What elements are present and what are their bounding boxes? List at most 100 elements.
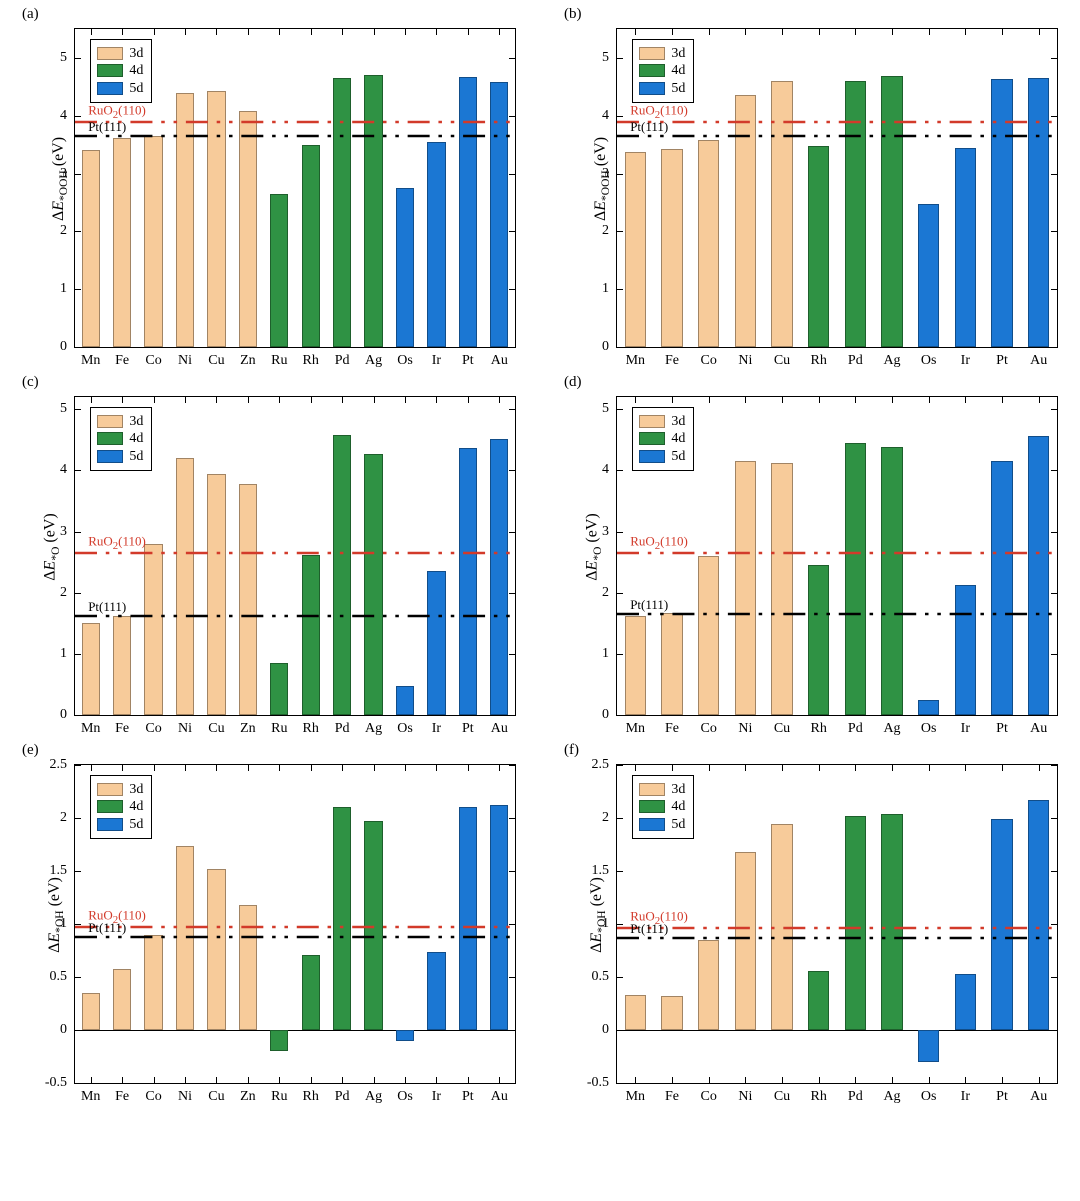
x-tick — [782, 1077, 783, 1083]
x-tick-label: Mn — [81, 353, 100, 369]
bar — [396, 686, 414, 715]
y-tick — [509, 871, 515, 872]
y-tick — [1051, 977, 1057, 978]
x-tick-label: Pd — [848, 1089, 863, 1105]
legend-swatch — [639, 47, 665, 60]
legend-label: 4d — [129, 62, 143, 80]
x-tick-label: Ag — [883, 1089, 900, 1105]
y-axis-label: ΔE*OH (eV) — [588, 877, 608, 953]
y-tick — [1051, 174, 1057, 175]
legend-swatch — [97, 82, 123, 95]
x-tick-label: Mn — [626, 721, 645, 737]
x-tick — [709, 765, 710, 771]
y-tick-label: 3 — [602, 524, 609, 540]
x-tick — [91, 397, 92, 403]
x-tick — [91, 29, 92, 35]
x-tick — [342, 397, 343, 403]
y-tick-label: 1.5 — [50, 863, 68, 879]
bar — [176, 458, 194, 715]
x-tick-label: Ir — [961, 1089, 970, 1105]
x-tick — [248, 1077, 249, 1083]
x-tick — [499, 29, 500, 35]
plot-area: 012345MnFeCoNiCuZnRuRhPdAgOsIrPtAu RuO2(… — [74, 396, 516, 716]
y-tick-label: 2 — [602, 585, 609, 601]
bar — [302, 145, 320, 347]
x-tick-label: Ir — [432, 353, 441, 369]
x-tick — [965, 765, 966, 771]
x-tick — [855, 1077, 856, 1083]
x-tick-label: Au — [1030, 1089, 1047, 1105]
x-tick — [745, 29, 746, 35]
legend-label: 5d — [671, 816, 685, 834]
x-tick-label: Co — [145, 353, 161, 369]
y-tick — [1051, 289, 1057, 290]
y-tick — [1051, 532, 1057, 533]
legend-item: 5d — [97, 816, 143, 834]
legend-swatch — [97, 800, 123, 813]
refline-pt-label: Pt(111) — [630, 921, 668, 938]
bar — [239, 111, 257, 347]
x-tick-label: Cu — [774, 1089, 790, 1105]
y-tick-label: 2 — [60, 585, 67, 601]
y-tick — [509, 174, 515, 175]
bar — [82, 623, 100, 715]
y-tick — [1051, 765, 1057, 766]
x-tick-label: Ni — [178, 1089, 192, 1105]
y-tick-label: 2.5 — [592, 757, 610, 773]
x-tick — [154, 1077, 155, 1083]
bar — [661, 613, 682, 715]
x-tick — [819, 765, 820, 771]
x-tick — [745, 765, 746, 771]
y-tick — [617, 765, 623, 766]
x-tick — [374, 1077, 375, 1083]
y-tick — [617, 174, 623, 175]
bar — [625, 995, 646, 1030]
panel-f: (f)ΔE*OH (eV)-0.500.511.522.5MnFeCoNiCuR… — [554, 746, 1068, 1084]
x-tick-label: Mn — [626, 1089, 645, 1105]
bar — [625, 152, 646, 347]
y-tick — [617, 409, 623, 410]
y-tick — [75, 116, 81, 117]
bar — [144, 935, 162, 1030]
bar — [144, 136, 162, 347]
panel-label: (b) — [564, 6, 582, 23]
x-tick — [342, 765, 343, 771]
x-tick-label: Mn — [626, 353, 645, 369]
legend-item: 5d — [639, 816, 685, 834]
legend-label: 3d — [671, 45, 685, 63]
y-tick — [509, 593, 515, 594]
x-tick-label: Fe — [115, 353, 129, 369]
x-tick — [248, 765, 249, 771]
bar — [771, 463, 792, 715]
legend-label: 5d — [129, 816, 143, 834]
y-tick — [617, 58, 623, 59]
legend-label: 5d — [671, 80, 685, 98]
panel-label: (f) — [564, 742, 579, 759]
legend-label: 5d — [129, 80, 143, 98]
bar — [918, 204, 939, 347]
x-tick — [279, 765, 280, 771]
x-tick-label: Co — [700, 353, 716, 369]
x-tick — [1039, 1077, 1040, 1083]
legend-swatch — [639, 415, 665, 428]
x-tick — [91, 1077, 92, 1083]
bar — [735, 852, 756, 1030]
legend-swatch — [97, 818, 123, 831]
legend-item: 5d — [639, 80, 685, 98]
y-tick — [75, 871, 81, 872]
x-tick — [405, 29, 406, 35]
bar — [808, 146, 829, 347]
plot-area: 012345MnFeCoNiCuZnRuRhPdAgOsIrPtAu RuO2(… — [74, 28, 516, 348]
legend-swatch — [97, 432, 123, 445]
legend-label: 5d — [671, 448, 685, 466]
x-tick — [855, 765, 856, 771]
x-tick — [709, 29, 710, 35]
y-tick — [509, 409, 515, 410]
y-tick — [75, 715, 81, 716]
y-tick — [617, 924, 623, 925]
x-tick — [965, 29, 966, 35]
y-tick-label: 2 — [60, 810, 67, 826]
bar — [302, 555, 320, 715]
y-tick — [509, 532, 515, 533]
y-tick-label: 5 — [60, 401, 67, 417]
